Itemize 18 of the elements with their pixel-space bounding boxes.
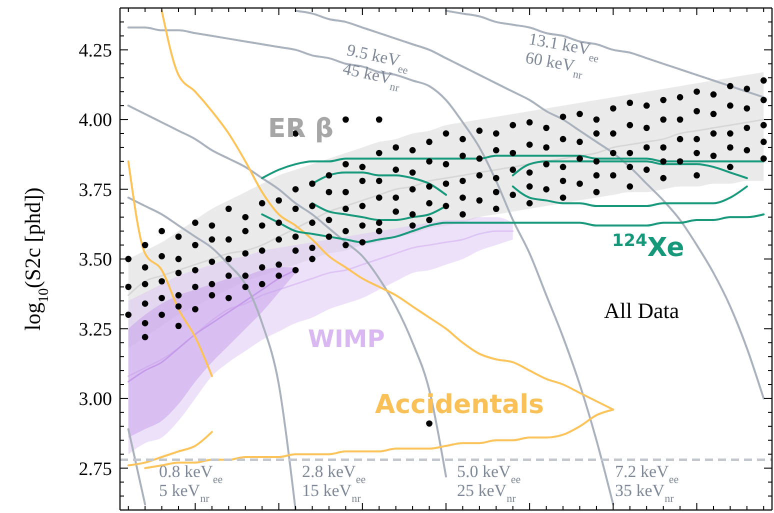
y-tick-label: 3.00 [78,389,112,410]
annotation: Accidentals [375,390,544,420]
y-tick-label: 2.75 [78,458,112,480]
annotation: $^{124}$Xe [612,230,684,263]
y-tick-label: 4.00 [78,110,112,132]
annotation: 7.2 keV$_{ee}$ 35 keV$_{nr}$ [615,462,679,505]
annotation: 9.5 keV$_{ee}$ 45 keV$_{nr}$ [341,40,409,95]
y-tick-label: 3.75 [78,180,112,201]
annotation: 0.8 keV$_{ee}$ 5 keV$_{nr}$ [159,462,223,505]
annotation: All Data [604,298,680,323]
y-tick-label: 3.50 [78,250,112,271]
annotation: 13.1 keV$_{ee}$ 60 keV$_{nr}$ [524,29,600,82]
annotation: 5.0 keV$_{ee}$ 25 keV$_{nr}$ [457,462,521,505]
y-tick-label: 4.25 [78,40,112,62]
annotation: WIMP [308,325,385,353]
annotation: 2.8 keV$_{ee}$ 15 keV$_{nr}$ [302,462,366,505]
y-tick-label: 3.25 [78,319,112,340]
annotation: ER β [268,114,334,144]
